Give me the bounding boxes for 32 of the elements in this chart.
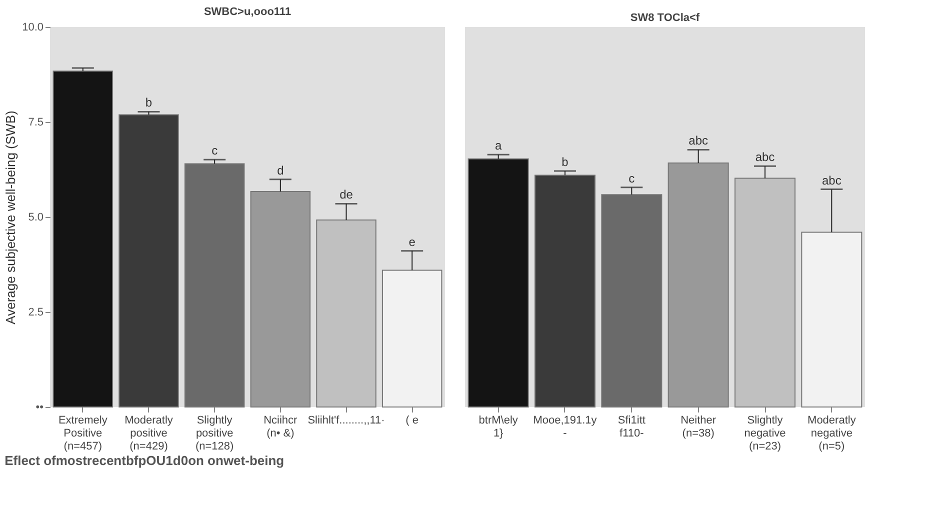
chart-title: SW8 TOCla<f <box>630 12 700 24</box>
x-tick-label: Sfi1itt f110- <box>618 414 646 440</box>
x-tick-label: ( e <box>406 414 419 426</box>
annotation: de <box>340 188 354 202</box>
annotation: b <box>145 96 152 110</box>
y-tick-label: 10.0 <box>22 22 44 34</box>
x-tick-label: Slightly negative (n=23) <box>744 414 786 452</box>
annotation: e <box>408 234 416 249</box>
x-tick-label: Sliihlt'f........,,11· <box>308 414 385 426</box>
y-axis-title: Average subjective well-being (SWB) <box>3 110 18 324</box>
x-tick-label: Neither (n=38) <box>680 414 716 440</box>
y-tick-label: 7.5 <box>28 116 44 128</box>
x-tick-label: Nciihcr (n• &) <box>264 414 298 440</box>
chart-title: SWBC>u,ooo111 <box>204 6 292 18</box>
annotation: abc <box>822 173 842 188</box>
annotation: a <box>494 138 502 153</box>
x-tick-label: Extremely Positive (n=457) <box>58 414 108 452</box>
annotation: abc <box>688 134 708 148</box>
annotation: d <box>277 163 284 178</box>
y-tick-label: 2.5 <box>28 306 44 318</box>
annotation: c <box>628 171 635 186</box>
x-tick-label: Moderatly negative (n=5) <box>808 414 856 452</box>
annotation: c <box>212 144 218 158</box>
x-axis-title: Eflect ofmostrecentbfpOU1d0on onwet-being <box>4 453 284 468</box>
y-tick-label: •• <box>36 402 44 414</box>
annotation: abc <box>755 150 775 164</box>
y-tick-label: 5.0 <box>28 212 44 224</box>
x-tick-label: Mooe,191.1y - <box>533 414 598 440</box>
x-tick-label: btrM\ely 1} <box>478 414 518 440</box>
annotation: b <box>562 155 569 170</box>
x-tick-label: Moderatly positive (n=429) <box>124 414 174 452</box>
x-tick-label: Slightly positive (n=128) <box>195 414 234 452</box>
